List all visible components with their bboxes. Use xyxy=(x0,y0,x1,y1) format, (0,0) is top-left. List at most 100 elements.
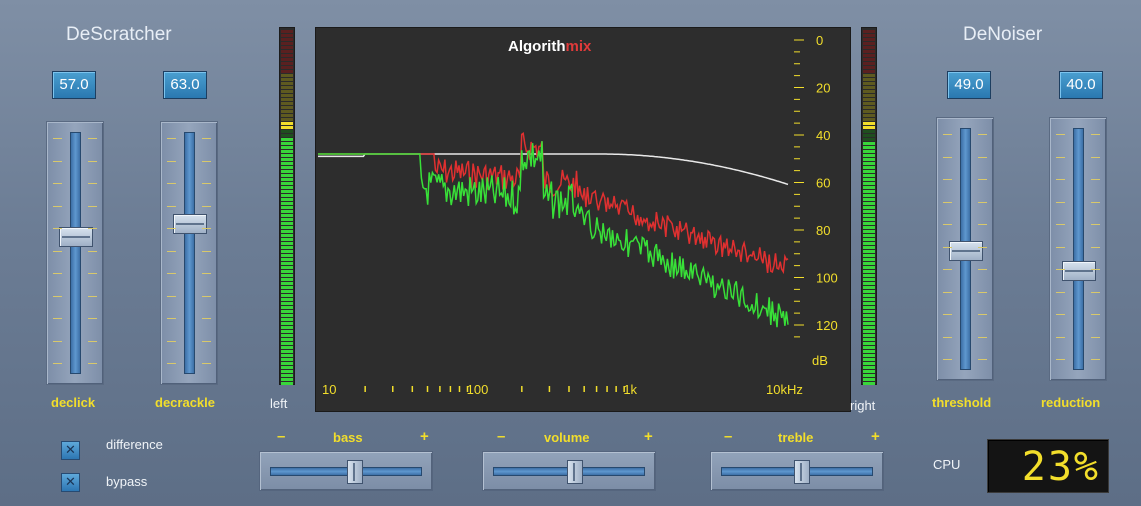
output-spectrum-curve xyxy=(318,141,789,328)
meter-segment xyxy=(281,258,293,261)
slider-tick-mark xyxy=(53,295,62,297)
meter-segment xyxy=(281,186,293,189)
meter-segment xyxy=(863,86,875,89)
meter-segment xyxy=(281,182,293,185)
meter-segment xyxy=(863,210,875,213)
slider-tick-mark xyxy=(167,340,176,342)
meter-segment xyxy=(281,90,293,93)
bass-minus-icon[interactable]: – xyxy=(277,428,286,445)
decrackle-track[interactable] xyxy=(184,132,195,374)
meter-segment xyxy=(863,30,875,33)
meter-segment xyxy=(281,242,293,245)
slider-tick-mark xyxy=(1091,336,1100,338)
declick-track[interactable] xyxy=(70,132,81,374)
threshold-slider[interactable] xyxy=(936,117,994,381)
treble-plus-icon[interactable]: + xyxy=(871,428,880,445)
slider-tick-mark xyxy=(978,336,987,338)
meter-segment xyxy=(863,318,875,321)
right-level-meter xyxy=(861,27,877,385)
left-level-meter xyxy=(279,27,295,385)
meter-segment xyxy=(863,258,875,261)
slider-tick-mark xyxy=(1056,179,1065,180)
meter-segment xyxy=(863,358,875,361)
reduction-thumb[interactable] xyxy=(1062,261,1096,282)
meter-segment xyxy=(863,302,875,305)
meter-segment xyxy=(281,310,293,313)
volume-slider[interactable] xyxy=(482,451,656,491)
bass-slider[interactable] xyxy=(259,451,433,491)
meter-segment xyxy=(281,338,293,341)
meter-segment xyxy=(863,186,875,189)
slider-tick-mark xyxy=(202,340,211,342)
meter-segment xyxy=(281,382,293,385)
declick-slider[interactable] xyxy=(46,121,104,385)
meter-segment xyxy=(863,170,875,173)
meter-segment xyxy=(281,166,293,169)
slider-tick-mark xyxy=(53,363,62,364)
meter-segment xyxy=(863,234,875,237)
meter-segment xyxy=(863,138,875,141)
slider-tick-mark xyxy=(978,291,987,293)
declick-value[interactable]: 57.0 xyxy=(52,71,96,99)
meter-segment xyxy=(281,74,293,77)
threshold-value[interactable]: 49.0 xyxy=(947,71,991,99)
threshold-curve xyxy=(318,153,789,186)
meter-segment xyxy=(863,274,875,277)
slider-tick-mark xyxy=(1091,291,1100,293)
slider-tick-mark xyxy=(167,228,176,229)
volume-minus-icon[interactable]: – xyxy=(497,428,506,445)
db-tick-label: 0 xyxy=(816,33,823,48)
meter-segment xyxy=(863,126,875,129)
meter-segment xyxy=(863,106,875,109)
slider-tick-mark xyxy=(202,363,211,364)
decrackle-label: decrackle xyxy=(155,395,215,410)
treble-thumb[interactable] xyxy=(793,460,810,484)
volume-plus-icon[interactable]: + xyxy=(644,428,653,445)
meter-segment xyxy=(281,286,293,289)
reduction-slider[interactable] xyxy=(1049,117,1107,381)
slider-tick-mark xyxy=(978,201,987,203)
slider-tick-mark xyxy=(1056,314,1065,315)
meter-segment xyxy=(281,134,293,137)
treble-slider[interactable] xyxy=(710,451,884,491)
meter-segment xyxy=(863,162,875,165)
meter-segment xyxy=(281,54,293,57)
declick-thumb[interactable] xyxy=(59,227,93,248)
bass-thumb[interactable] xyxy=(347,460,363,484)
slider-tick-mark xyxy=(1091,224,1100,225)
bass-track[interactable] xyxy=(270,467,422,476)
meter-segment xyxy=(863,354,875,357)
reduction-track[interactable] xyxy=(1073,128,1084,370)
decrackle-thumb[interactable] xyxy=(173,214,207,235)
meter-segment xyxy=(863,174,875,177)
meter-segment xyxy=(281,290,293,293)
bypass-checkbox[interactable]: ✕ xyxy=(61,473,80,492)
volume-label: volume xyxy=(544,430,590,445)
threshold-thumb[interactable] xyxy=(949,241,983,262)
meter-segment xyxy=(863,286,875,289)
volume-thumb[interactable] xyxy=(567,460,584,484)
slider-tick-mark xyxy=(1091,269,1100,270)
meter-segment xyxy=(863,278,875,281)
decrackle-slider[interactable] xyxy=(160,121,218,385)
slider-tick-mark xyxy=(53,183,62,184)
bass-plus-icon[interactable]: + xyxy=(420,428,429,445)
slider-tick-mark xyxy=(943,201,952,203)
slider-tick-mark xyxy=(88,138,97,139)
difference-checkbox[interactable]: ✕ xyxy=(61,441,80,460)
meter-segment xyxy=(281,78,293,81)
treble-minus-icon[interactable]: – xyxy=(724,428,733,445)
slider-tick-mark xyxy=(53,228,62,229)
meter-segment xyxy=(863,218,875,221)
meter-segment xyxy=(863,74,875,77)
meter-segment xyxy=(863,98,875,101)
decrackle-value[interactable]: 63.0 xyxy=(163,71,207,99)
meter-segment xyxy=(863,206,875,209)
slider-tick-mark xyxy=(1056,134,1065,135)
meter-segment xyxy=(281,278,293,281)
reduction-value[interactable]: 40.0 xyxy=(1059,71,1103,99)
meter-segment xyxy=(863,250,875,253)
slider-tick-mark xyxy=(943,246,952,248)
meter-segment xyxy=(281,218,293,221)
meter-segment xyxy=(863,38,875,41)
